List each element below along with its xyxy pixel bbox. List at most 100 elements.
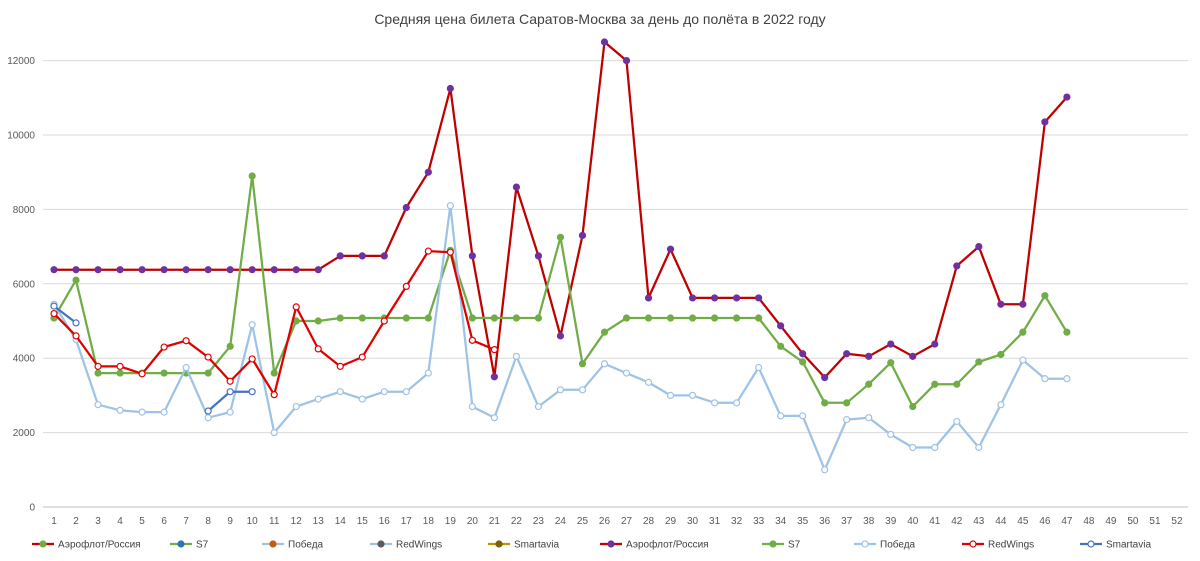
data-point bbox=[248, 355, 256, 363]
x-tick-label: 4 bbox=[117, 516, 123, 527]
x-tick-label: 44 bbox=[995, 516, 1007, 527]
legend-item: S7 bbox=[762, 540, 801, 551]
data-point bbox=[424, 314, 432, 322]
y-tick-label: 2000 bbox=[13, 428, 36, 439]
data-point bbox=[821, 373, 829, 382]
data-point bbox=[336, 362, 344, 370]
data-point bbox=[226, 377, 234, 385]
data-point bbox=[777, 412, 785, 420]
legend-item: Аэрофлот/Россия bbox=[32, 539, 141, 551]
data-point bbox=[292, 303, 300, 311]
data-point bbox=[314, 395, 322, 403]
data-point bbox=[292, 266, 300, 274]
data-point bbox=[777, 322, 785, 330]
legend-marker bbox=[177, 540, 185, 548]
data-point bbox=[204, 266, 212, 274]
data-point bbox=[248, 321, 256, 329]
data-point bbox=[160, 369, 168, 377]
data-point bbox=[887, 359, 895, 367]
x-tick-label: 41 bbox=[929, 516, 941, 527]
legend-item: RedWings bbox=[370, 540, 442, 551]
x-tick-label: 34 bbox=[775, 516, 787, 527]
data-point bbox=[380, 317, 388, 325]
data-point bbox=[512, 352, 521, 360]
data-point bbox=[710, 399, 719, 407]
data-point bbox=[94, 369, 102, 377]
y-tick-label: 10000 bbox=[7, 131, 35, 142]
series-Победа bbox=[50, 202, 1071, 474]
data-point bbox=[116, 362, 124, 370]
data-point bbox=[314, 317, 322, 325]
data-point bbox=[336, 252, 344, 260]
x-tick-label: 2 bbox=[73, 516, 79, 527]
data-point bbox=[534, 402, 543, 411]
data-point bbox=[909, 443, 917, 452]
x-tick-label: 50 bbox=[1127, 516, 1139, 527]
data-point bbox=[1041, 292, 1049, 300]
data-point bbox=[733, 294, 741, 302]
data-point bbox=[755, 294, 763, 302]
data-point bbox=[116, 406, 124, 414]
series-Аэрофлот/Россия bbox=[50, 38, 1071, 382]
data-point bbox=[116, 369, 124, 377]
data-point bbox=[512, 314, 521, 322]
data-point bbox=[666, 245, 675, 253]
data-point bbox=[887, 430, 895, 439]
legend-label: Победа bbox=[880, 539, 916, 551]
series-Smartavia bbox=[50, 302, 256, 415]
data-point bbox=[975, 243, 983, 251]
legend-marker bbox=[607, 540, 615, 548]
data-point bbox=[512, 183, 521, 191]
y-tick-label: 6000 bbox=[13, 279, 36, 290]
legend-item: Победа bbox=[854, 539, 916, 551]
data-point bbox=[138, 266, 146, 274]
x-tick-label: 42 bbox=[951, 516, 963, 527]
data-point bbox=[865, 380, 873, 388]
x-tick-label: 28 bbox=[643, 516, 655, 527]
data-point bbox=[622, 369, 631, 377]
series-S7 bbox=[50, 172, 1071, 411]
legend-label: Победа bbox=[288, 539, 324, 551]
data-point bbox=[270, 369, 278, 377]
data-point bbox=[821, 399, 829, 407]
data-point bbox=[204, 369, 212, 377]
data-point bbox=[710, 314, 719, 322]
data-point bbox=[534, 314, 543, 322]
data-point bbox=[116, 266, 124, 274]
x-tick-label: 30 bbox=[687, 516, 699, 527]
data-point bbox=[556, 332, 565, 340]
legend-marker bbox=[269, 540, 277, 548]
data-point bbox=[1063, 375, 1071, 383]
data-point bbox=[204, 353, 212, 361]
data-point bbox=[688, 314, 697, 322]
data-point bbox=[446, 202, 454, 210]
data-point bbox=[997, 350, 1005, 359]
data-point bbox=[402, 388, 410, 396]
data-point bbox=[402, 203, 410, 212]
data-point bbox=[358, 353, 366, 361]
data-point bbox=[50, 309, 58, 318]
x-tick-label: 51 bbox=[1149, 516, 1161, 527]
data-point bbox=[204, 414, 212, 422]
data-point bbox=[799, 358, 807, 366]
data-point bbox=[843, 399, 851, 407]
data-point bbox=[843, 350, 851, 358]
data-point bbox=[777, 342, 785, 350]
x-tick-label: 39 bbox=[885, 516, 897, 527]
data-point bbox=[556, 386, 565, 394]
legend-marker bbox=[39, 540, 47, 548]
data-point bbox=[622, 56, 631, 65]
x-tick-label: 35 bbox=[797, 516, 809, 527]
x-tick-label: 36 bbox=[819, 516, 831, 527]
data-point bbox=[666, 314, 675, 322]
x-tick-label: 12 bbox=[291, 516, 303, 527]
data-point bbox=[600, 360, 609, 368]
legend-label: RedWings bbox=[396, 540, 442, 551]
data-point bbox=[226, 388, 234, 396]
data-point bbox=[314, 266, 322, 274]
data-point bbox=[931, 340, 939, 348]
data-point bbox=[755, 314, 763, 322]
x-tick-label: 14 bbox=[335, 516, 347, 527]
data-point bbox=[138, 370, 146, 378]
x-tick-label: 15 bbox=[357, 516, 369, 527]
